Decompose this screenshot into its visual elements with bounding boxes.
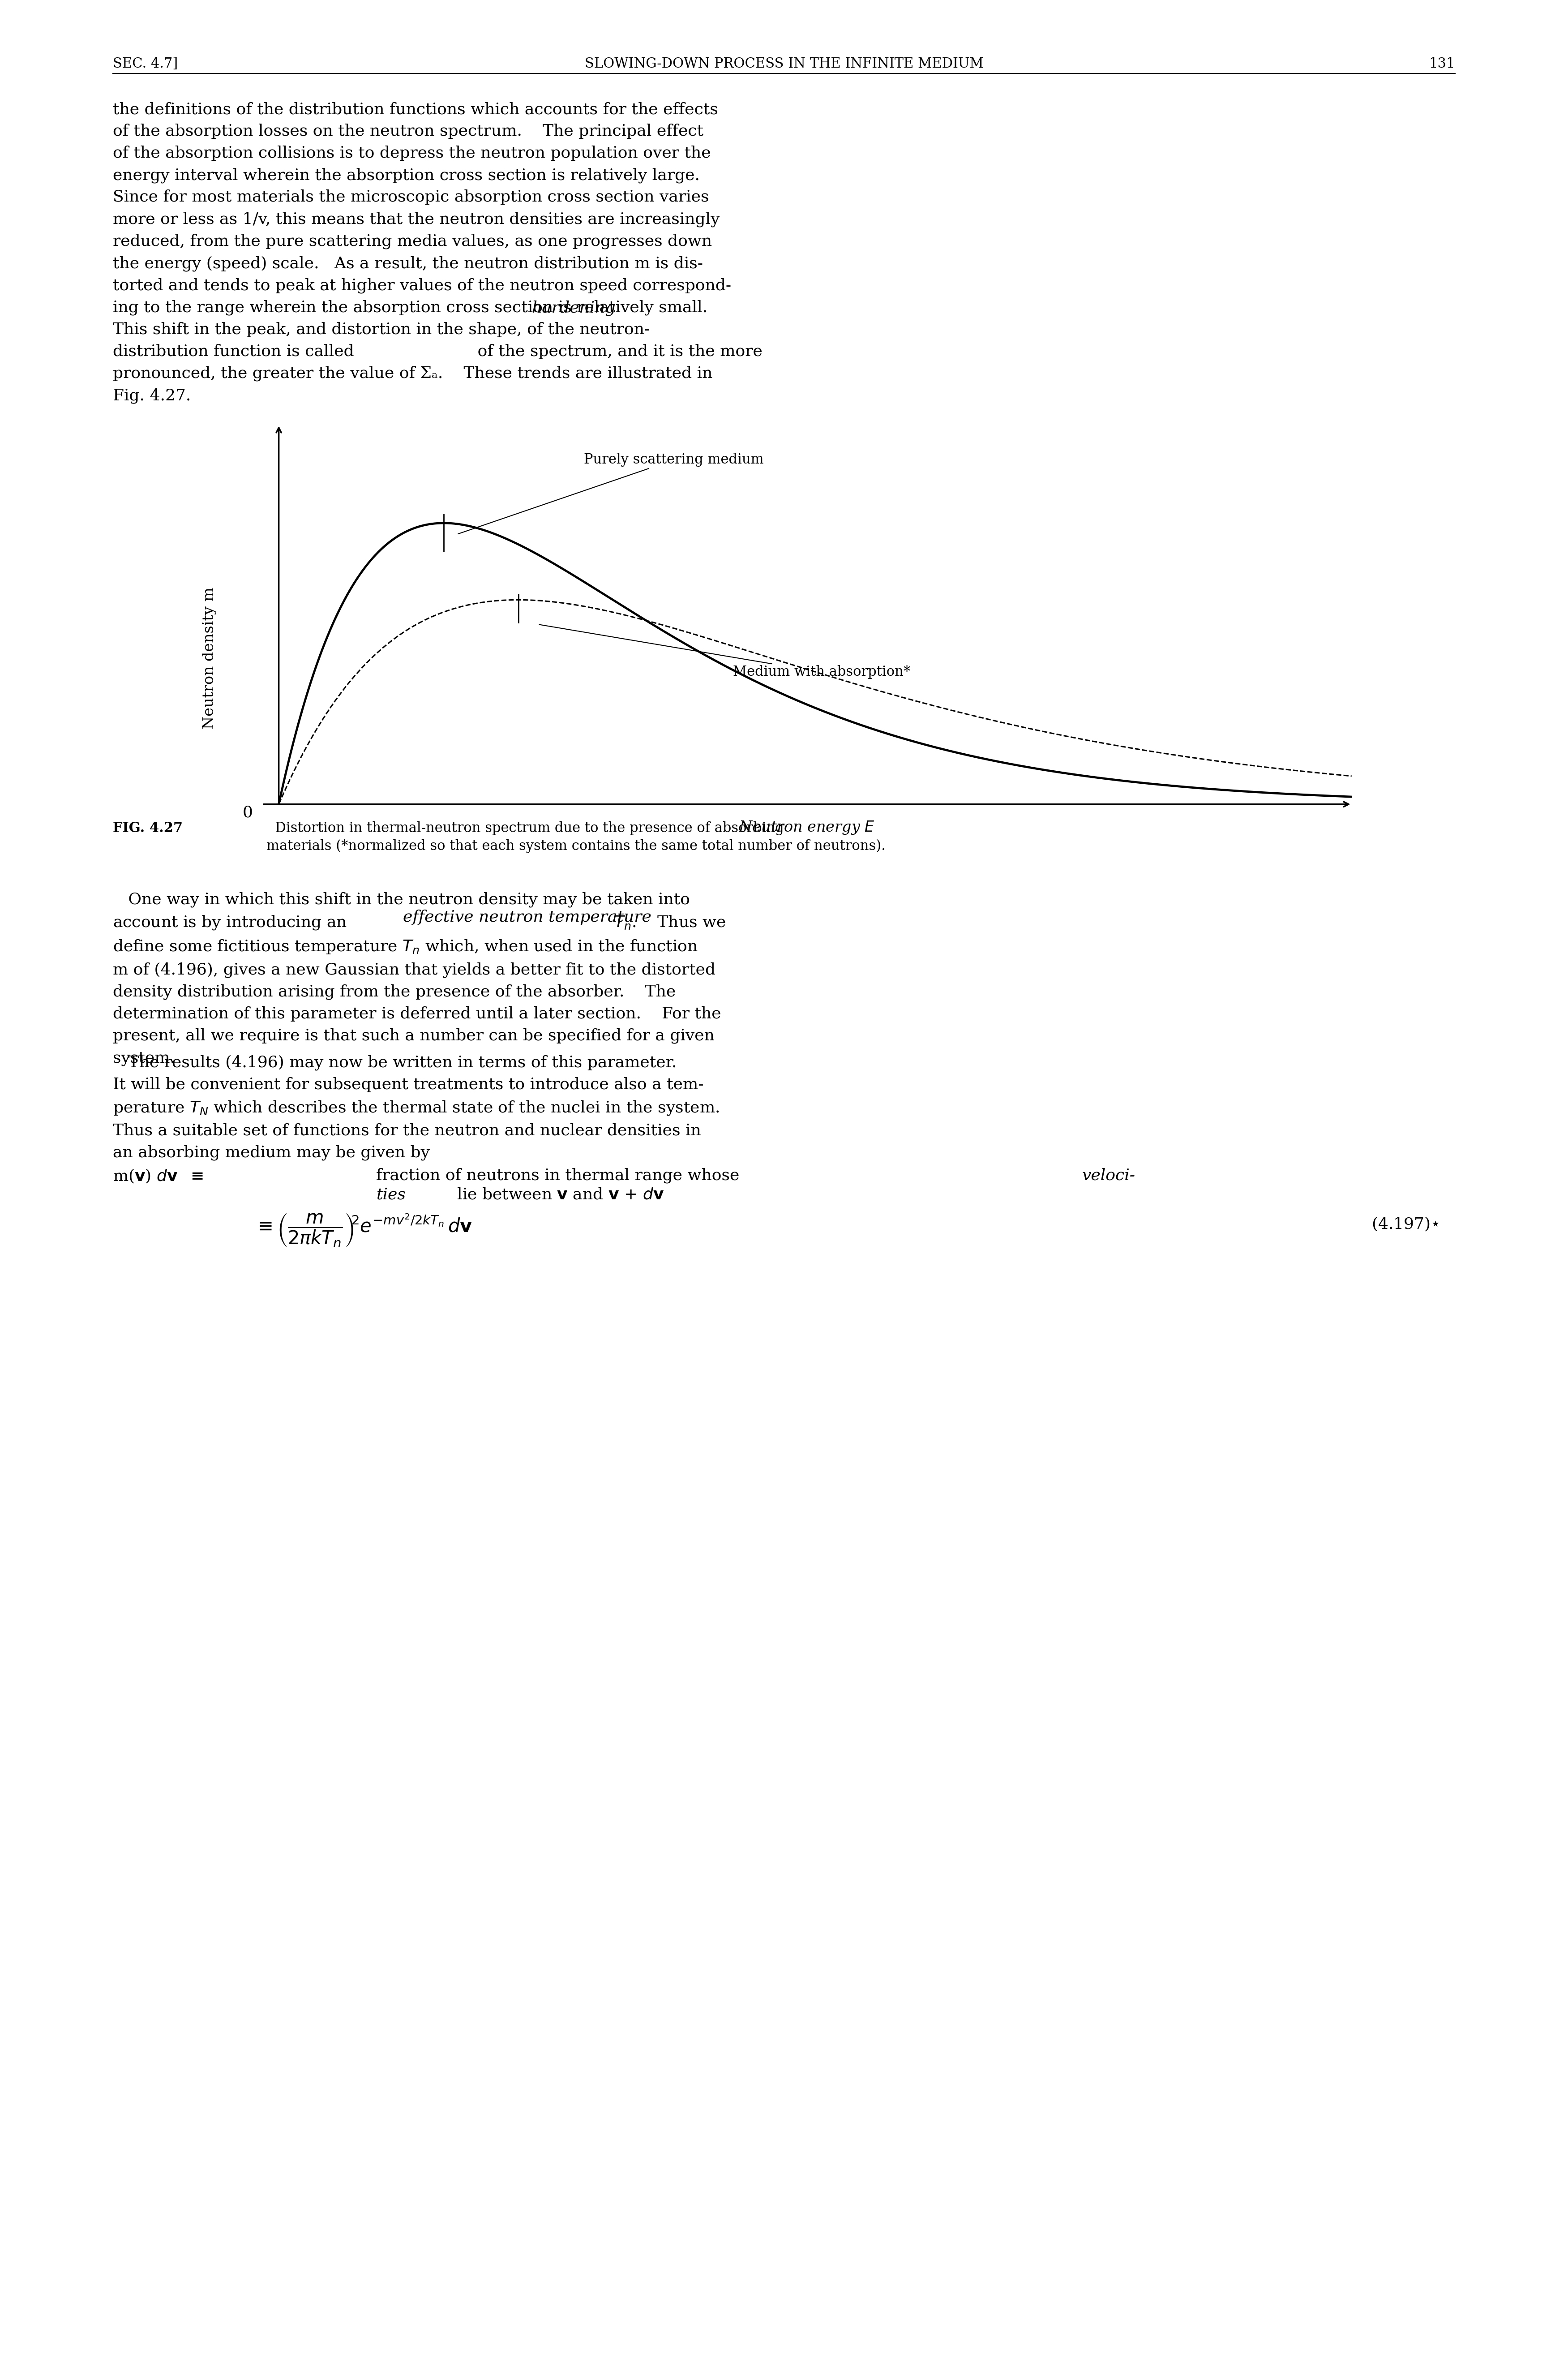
Text: Distortion in thermal-neutron spectrum due to the presence of absorbing
material: Distortion in thermal-neutron spectrum d… [267, 822, 886, 853]
Text: fraction of neutrons in thermal range whose: fraction of neutrons in thermal range wh… [376, 1168, 745, 1183]
Text: One way in which this shift in the neutron density may be taken into
account is : One way in which this shift in the neutr… [113, 891, 726, 1066]
Text: the definitions of the distribution functions which accounts for the effects
of : the definitions of the distribution func… [113, 102, 762, 403]
Text: Neutron energy $E$: Neutron energy $E$ [739, 820, 875, 837]
Text: SEC. 4.7]: SEC. 4.7] [113, 57, 177, 71]
Text: m($\mathbf{v}$) $d\mathbf{v}$  $\equiv$: m($\mathbf{v}$) $d\mathbf{v}$ $\equiv$ [113, 1168, 204, 1185]
Text: The results (4.196) may now be written in terms of this parameter.
It will be co: The results (4.196) may now be written i… [113, 1055, 720, 1161]
Text: Medium with absorption*: Medium with absorption* [539, 626, 911, 680]
Text: 131: 131 [1428, 57, 1455, 71]
Text: 0: 0 [243, 806, 252, 820]
Text: (4.197)$\star$: (4.197)$\star$ [1372, 1216, 1439, 1232]
Text: Neutron density m: Neutron density m [202, 588, 216, 730]
Text: FIG. 4.27: FIG. 4.27 [113, 822, 183, 834]
Text: veloci-: veloci- [1082, 1168, 1135, 1183]
Text: effective neutron temperature: effective neutron temperature [403, 910, 651, 924]
Text: hardening: hardening [532, 301, 616, 315]
Text: lie between $\mathbf{v}$ and $\mathbf{v}$ $+$ $d\mathbf{v}$: lie between $\mathbf{v}$ and $\mathbf{v}… [452, 1187, 663, 1202]
Text: ties: ties [376, 1187, 406, 1202]
Text: $\equiv \left(\dfrac{m}{2\pi k T_n}\right)^{\!\!2} e^{-mv^2/2kT_n}\, d\mathbf{v}: $\equiv \left(\dfrac{m}{2\pi k T_n}\righ… [254, 1211, 472, 1249]
Text: SLOWING-DOWN PROCESS IN THE INFINITE MEDIUM: SLOWING-DOWN PROCESS IN THE INFINITE MED… [585, 57, 983, 71]
Text: Purely scattering medium: Purely scattering medium [458, 453, 764, 533]
